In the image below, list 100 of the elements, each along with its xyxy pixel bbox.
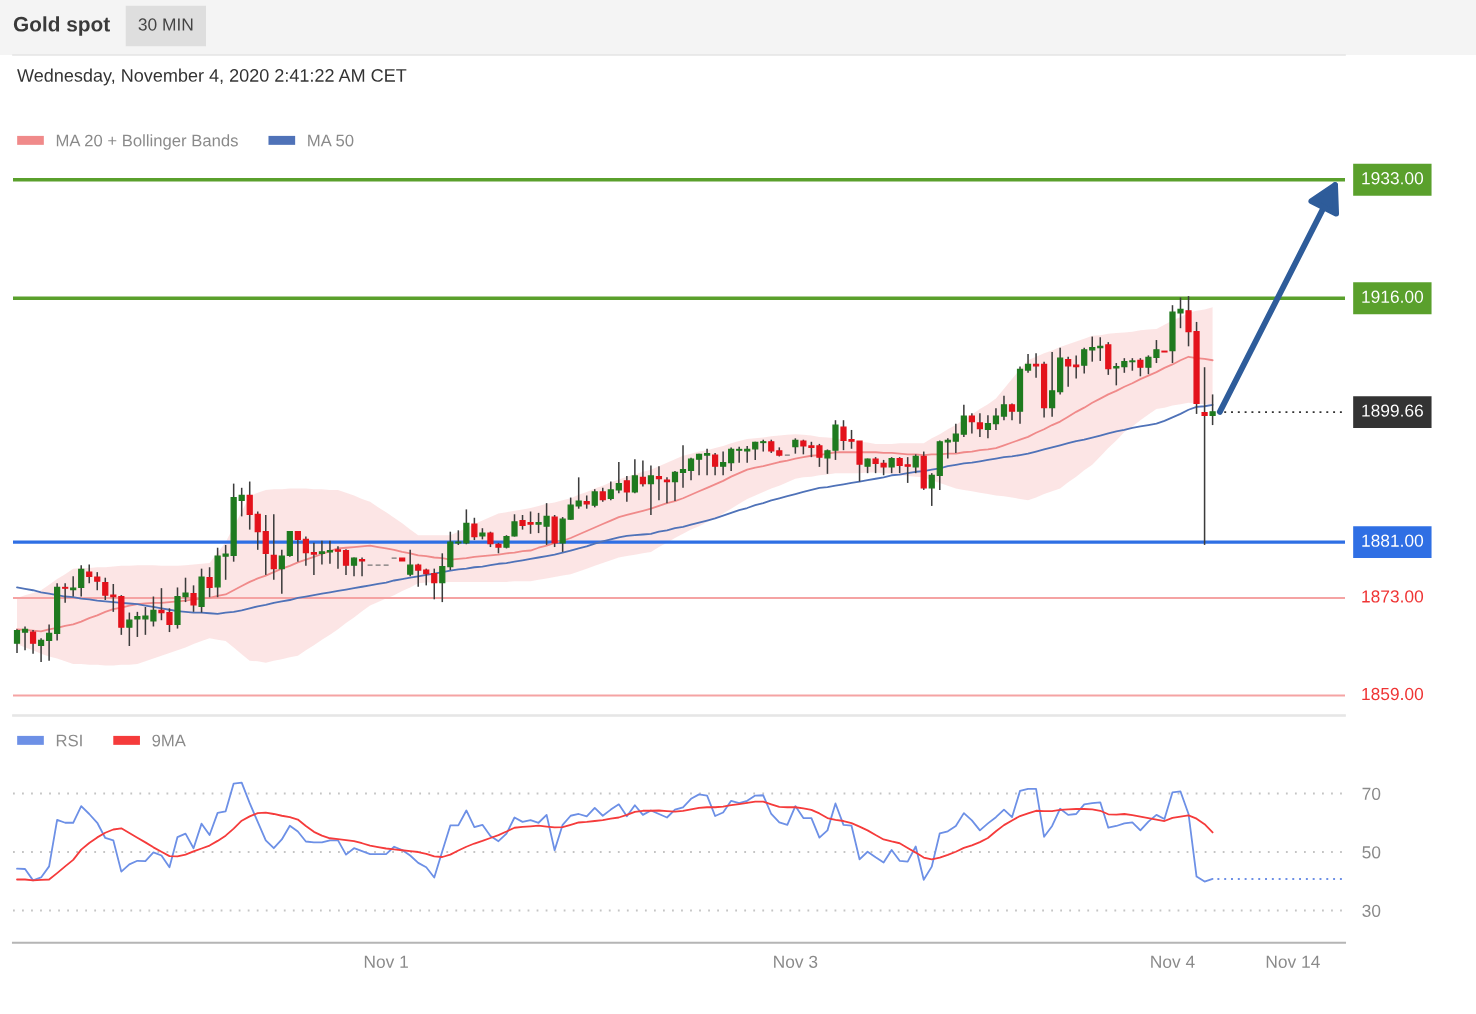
candlestick	[86, 563, 93, 585]
candlestick	[984, 414, 992, 440]
ref-line-label: 1859.00	[1362, 687, 1424, 701]
candlestick	[222, 544, 229, 581]
candlestick	[928, 472, 935, 507]
candlestick	[687, 457, 695, 481]
candlestick	[326, 540, 334, 565]
candlestick	[1073, 354, 1080, 380]
legend-label: MA 20 + Bollinger Bands	[56, 134, 238, 150]
candlestick	[559, 516, 566, 553]
candlestick	[711, 452, 719, 477]
candlestick	[126, 611, 133, 647]
candlestick	[952, 422, 959, 454]
x-tick-label: Nov 4	[1151, 955, 1195, 968]
candlestick	[94, 571, 101, 592]
candlestick	[463, 508, 470, 546]
candlestick	[1000, 395, 1008, 421]
candlestick	[302, 535, 309, 567]
candlestick	[45, 623, 53, 662]
candlestick	[415, 562, 422, 588]
candlestick	[607, 480, 614, 502]
candlestick	[615, 461, 622, 495]
candlestick	[960, 404, 967, 438]
candlestick	[760, 438, 767, 453]
candlestick	[1081, 346, 1088, 375]
candlestick	[567, 496, 574, 521]
candlestick	[78, 564, 85, 598]
candlestick	[318, 540, 326, 566]
ref-line-label: 1916.00	[1362, 290, 1424, 303]
ref-line-label: 1933.00	[1362, 172, 1424, 185]
candlestick	[29, 629, 37, 655]
candlestick	[703, 448, 711, 477]
x-tick-label: Nov 1	[364, 955, 408, 968]
candlestick	[206, 566, 213, 598]
legend-label: 9MA	[152, 734, 186, 747]
ref-line-label: 1873.00	[1362, 590, 1424, 603]
candlestick	[246, 480, 253, 531]
candlestick	[270, 513, 277, 581]
candlestick	[976, 412, 984, 438]
candlestick	[350, 556, 358, 578]
x-tick-label: Nov 14	[1266, 955, 1320, 968]
candlestick	[286, 530, 293, 558]
candlestick	[728, 446, 735, 472]
candlestick	[679, 444, 687, 489]
candlestick	[639, 459, 647, 488]
legend-label: MA 50	[308, 134, 354, 147]
candlestick	[631, 458, 638, 495]
candlestick	[912, 453, 919, 474]
y-tick-label: 50	[1362, 846, 1381, 859]
candlestick	[439, 552, 446, 603]
candlestick	[102, 576, 109, 601]
candlestick	[1024, 353, 1032, 374]
candlestick	[407, 549, 414, 578]
chart-title: Gold spot	[13, 16, 110, 36]
candlestick	[262, 514, 269, 576]
candlestick	[744, 445, 751, 464]
ref-line-label: 1881.00	[1362, 534, 1424, 547]
candlestick	[190, 584, 197, 613]
legend-label: RSI	[56, 734, 82, 747]
candlestick	[13, 628, 21, 654]
candlestick	[1209, 393, 1216, 426]
candlestick	[471, 517, 478, 541]
line-series	[16, 800, 1214, 882]
y-tick-label: 70	[1362, 787, 1381, 800]
candlestick	[720, 450, 727, 477]
candlestick	[310, 542, 318, 576]
candlestick	[736, 445, 743, 464]
candlestick	[663, 476, 671, 504]
candlestick	[238, 487, 245, 518]
line-series	[16, 781, 1214, 883]
candlestick	[1201, 366, 1208, 546]
text: 30 MIN	[138, 18, 193, 31]
candlestick	[431, 567, 438, 601]
candlestick	[647, 464, 655, 516]
candlestick	[575, 476, 582, 510]
candlestick	[968, 412, 975, 435]
candlestick	[1089, 335, 1096, 363]
candlestick	[342, 548, 350, 576]
candlestick	[294, 530, 301, 563]
candlestick	[21, 625, 29, 651]
candlestick	[358, 556, 366, 578]
text: Wednesday, November 4, 2020 2:41:22 AM CET	[17, 68, 407, 86]
candlestick	[992, 407, 1000, 431]
ref-line-label: 1899.66	[1362, 404, 1423, 417]
candlestick	[62, 582, 69, 604]
candlestick	[671, 470, 679, 502]
candlestick	[1065, 356, 1072, 388]
candlestick	[1049, 351, 1056, 418]
candlestick	[1105, 341, 1112, 376]
candlestick	[655, 465, 663, 502]
candlestick	[278, 549, 285, 595]
candlestick	[1137, 357, 1144, 378]
candlestick	[110, 583, 117, 613]
candlestick	[37, 637, 45, 663]
x-tick-label: Nov 3	[774, 955, 818, 968]
candlestick	[1113, 362, 1120, 387]
y-tick-label: 30	[1362, 904, 1381, 917]
candlestick	[334, 545, 342, 570]
candlestick	[254, 510, 261, 551]
candlestick	[904, 456, 911, 484]
